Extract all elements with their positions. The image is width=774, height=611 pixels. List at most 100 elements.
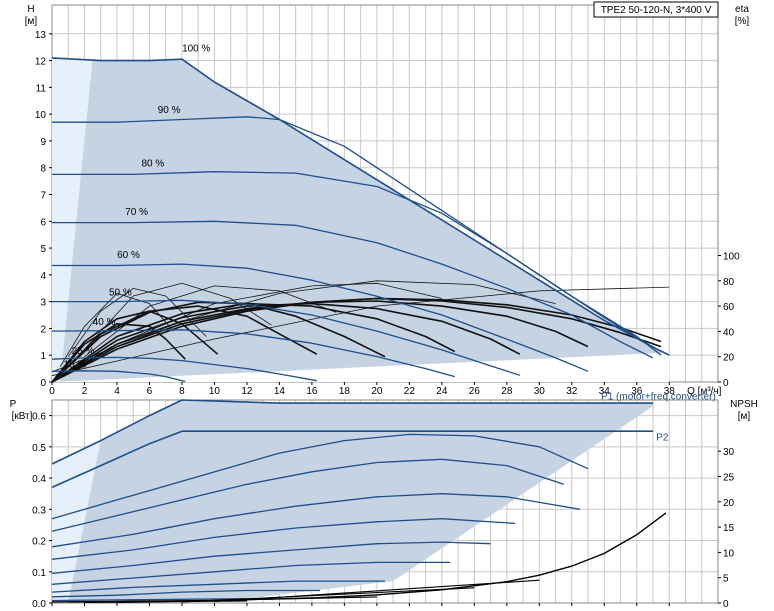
speed-label: 15 %: [63, 360, 86, 371]
head-x-tick-label: 2: [82, 386, 88, 397]
head-y-left-tick-label: 8: [40, 164, 46, 175]
head-curve-70: [52, 220, 654, 359]
head-x-tick-label: 4: [114, 386, 120, 397]
power-y-right-tick-label: 0: [723, 599, 729, 610]
head-y-right-tick-label: 80: [723, 277, 735, 288]
power-y-right-tick-label: 5: [723, 574, 729, 585]
head-x-tick-label: 8: [179, 386, 185, 397]
head-y-left-tick-label: 11: [36, 83, 47, 94]
head-y-left-tick-label: 12: [35, 57, 47, 68]
head-y-right-tick-label: 60: [723, 302, 735, 313]
head-operating-region: [60, 59, 670, 382]
head-curve-60: [52, 263, 589, 372]
head-x-tick-label: 36: [631, 386, 643, 397]
head-y-left-tick-label: 5: [40, 244, 46, 255]
speed-label: 70 %: [125, 207, 148, 218]
head-x-tick-label: 20: [371, 386, 383, 397]
power-curve: [51, 541, 491, 574]
speed-label: 60 %: [117, 250, 140, 261]
power-y-right-tick-label: 15: [723, 523, 735, 534]
power-y-right-tick-label: 25: [723, 473, 735, 484]
efficiency-curve: [51, 310, 219, 383]
speed-label: 25 %: [72, 346, 95, 357]
head-x-tick-label: 32: [566, 386, 578, 397]
head-y-left-tick-label: 0: [40, 378, 46, 389]
head-y-right-tick-label: 100: [723, 252, 740, 263]
head-y-right-tick-label: 20: [723, 353, 735, 364]
flow-axis-label: Q [м³/ч]: [687, 386, 722, 397]
npsh-axis-unit: [м]: [738, 411, 751, 422]
head-x-tick-label: 26: [469, 386, 481, 397]
head-x-tick-label: 12: [241, 386, 253, 397]
speed-label: 100 %: [182, 44, 210, 55]
power-y-left-tick-label: 0.4: [32, 474, 46, 485]
head-y-left-tick-label: 7: [40, 191, 46, 202]
head-x-tick-label: 28: [501, 386, 513, 397]
power-curve: [51, 493, 581, 548]
power-curve: [51, 589, 320, 598]
speed-label: 90 %: [158, 105, 181, 116]
efficiency-curve: [51, 286, 670, 377]
head-x-tick-label: 14: [274, 386, 286, 397]
eta-axis-label: eta: [735, 4, 749, 15]
head-x-tick-label: 18: [339, 386, 351, 397]
head-y-left-tick-label: 1: [40, 351, 46, 362]
head-lower-mask: [52, 352, 670, 382]
power-y-left-tick-label: 0.1: [32, 568, 46, 579]
power-curve: [51, 433, 589, 520]
head-curve-80: [52, 171, 662, 356]
head-x-tick-label: 16: [306, 386, 318, 397]
npsh-axis-label: NPSH: [730, 399, 758, 410]
efficiency-curve: [51, 302, 456, 383]
head-x-tick-label: 38: [664, 386, 676, 397]
head-x-tick-label: 22: [404, 386, 416, 397]
power-y-left-tick-label: 0.5: [32, 443, 46, 454]
efficiency-curve: [51, 300, 589, 383]
speed-label: 80 %: [141, 159, 164, 170]
head-x-tick-label: 6: [147, 386, 153, 397]
efficiency-curve: [84, 285, 337, 358]
power-operating-region: [52, 400, 653, 602]
power-y-left-tick-label: 0.2: [32, 537, 46, 548]
power-y-right-tick-label: 10: [723, 548, 735, 559]
power-curve: [51, 580, 385, 593]
chart-title: TPE2 50-120-N, 3*400 V: [601, 5, 712, 16]
head-curve-40: [51, 329, 455, 378]
power-y-right-tick-label: 30: [723, 447, 735, 458]
efficiency-curve: [84, 282, 272, 350]
efficiency-curve: [67, 287, 207, 357]
speed-label: 50 %: [109, 287, 132, 298]
head-y-left-tick-label: 13: [35, 30, 47, 41]
p1-curve: [51, 399, 653, 465]
power-y-left-tick-label: 0.3: [32, 505, 46, 516]
p2-curve: [51, 430, 653, 489]
head-x-tick-label: 0: [49, 386, 55, 397]
power-y-right-tick-label: 20: [723, 498, 735, 509]
power-curve: [51, 561, 450, 585]
head-x-tick-label: 24: [436, 386, 448, 397]
npsh-fragment: [214, 579, 540, 603]
p2-label: P2: [656, 433, 669, 444]
power-y-left-tick-label: 0.0: [32, 599, 46, 610]
title-box: [593, 1, 719, 18]
head-axis-unit: [м]: [25, 16, 38, 27]
head-curve-100: [51, 57, 670, 356]
speed-label: 40 %: [93, 317, 116, 328]
eta-axis-unit: [%]: [735, 16, 750, 27]
head-y-left-tick-label: 2: [40, 324, 46, 335]
head-y-right-tick-label: 0: [723, 378, 729, 389]
head-x-tick-label: 34: [599, 386, 611, 397]
head-x-tick-label: 10: [209, 386, 221, 397]
head-y-left-tick-label: 10: [35, 110, 47, 121]
head-curve-15: [51, 370, 186, 383]
power-curve: [51, 518, 516, 560]
head-curve-90: [52, 116, 670, 356]
head-y-left-tick-label: 4: [40, 271, 46, 282]
head-x-tick-label: 30: [534, 386, 546, 397]
head-y-left-tick-label: 9: [40, 137, 46, 148]
npsh-fragment: [181, 587, 475, 603]
head-curve-50: [52, 299, 520, 376]
efficiency-curve: [116, 282, 442, 345]
p1-label: P1 (motor+freq.converter): [601, 392, 716, 403]
power-curve: [51, 458, 564, 532]
